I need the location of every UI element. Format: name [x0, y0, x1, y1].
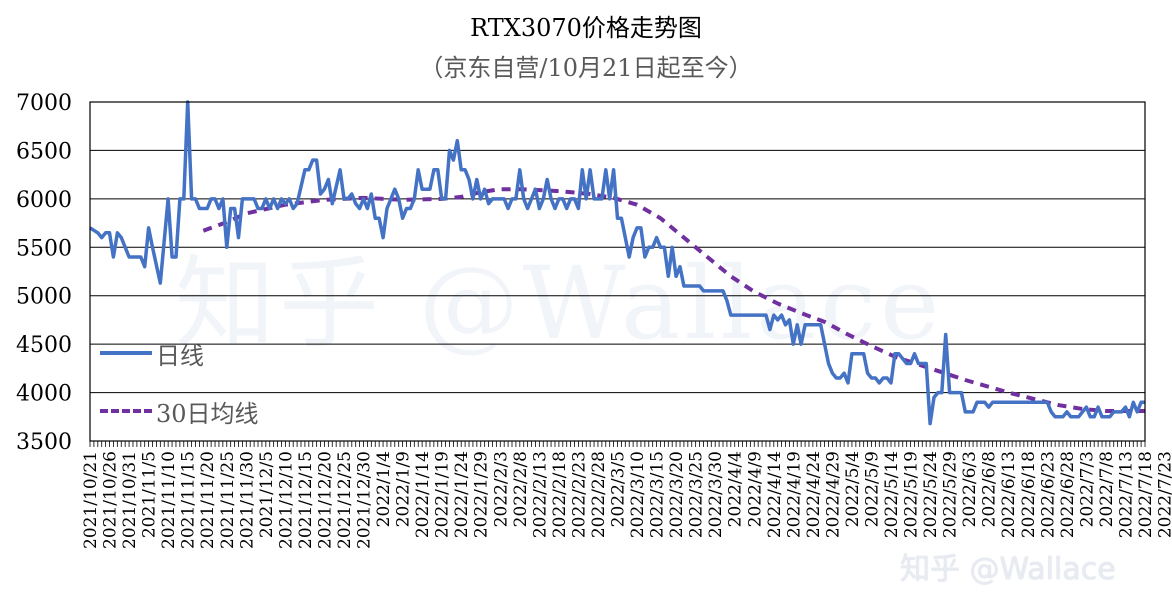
x-tick-label: 2022/2/3: [491, 451, 511, 527]
axes: [89, 101, 1146, 447]
x-tick-label: 2022/7/3: [1077, 451, 1097, 527]
x-tick-label: 2021/12/15: [296, 451, 316, 549]
chart-title: RTX3070价格走势图: [470, 14, 702, 42]
series-line-daily: [89, 100, 1145, 426]
x-tick-label: 2021/12/5: [257, 451, 277, 538]
zhihu-brand-watermark: 知乎 @Wallace: [900, 552, 1116, 587]
x-tick-label: 2022/3/5: [609, 451, 629, 527]
x-tick-label: 2022/3/10: [628, 451, 648, 538]
y-tick-label: 3500: [16, 430, 72, 455]
x-tick-label: 2022/4/14: [765, 451, 785, 538]
legend-label-daily: 日线: [156, 342, 204, 370]
x-tick-label: 2022/5/19: [902, 451, 922, 538]
x-tick-label: 2021/11/20: [198, 451, 218, 549]
x-tick-label: 2022/2/23: [569, 451, 589, 538]
y-tick-label: 7000: [16, 91, 72, 116]
x-tick-label: 2022/6/23: [1038, 451, 1058, 538]
x-tick-label: 2022/6/8: [980, 451, 1000, 527]
x-tick-label: 2022/3/25: [687, 451, 707, 538]
x-tick-label: 2022/3/30: [706, 451, 726, 538]
y-tick-label: 5500: [16, 236, 72, 261]
x-tick-label: 2022/1/19: [433, 451, 453, 538]
x-tick-label: 2021/10/31: [120, 451, 140, 549]
chart-subtitle: （京东自营/10月21日起至今）: [419, 54, 753, 82]
x-tick-label: 2022/1/29: [472, 451, 492, 538]
x-tick-label: 2022/7/18: [1136, 451, 1156, 538]
x-tick-label: 2021/12/30: [355, 451, 375, 549]
x-tick-label: 2022/5/29: [941, 451, 961, 538]
y-tick-label: 6500: [16, 139, 72, 164]
x-tick-label: 2022/4/29: [823, 451, 843, 538]
x-tick-label: 2021/10/26: [101, 451, 121, 549]
plot-border: [89, 101, 1146, 442]
x-tick-label: 2022/1/24: [452, 451, 472, 538]
x-tick-label: 2021/11/15: [179, 451, 199, 549]
x-tick-label: 2022/3/15: [648, 451, 668, 538]
series-line-ma30: [202, 187, 1145, 413]
x-tick-label: 2022/7/8: [1097, 451, 1117, 527]
x-tick-label: 2021/12/10: [276, 451, 296, 549]
x-tick-label: 2022/5/4: [843, 451, 863, 527]
x-tick-label: 2021/11/5: [140, 451, 160, 538]
x-tick-label: 2022/4/24: [804, 451, 824, 538]
x-tick-label: 2022/1/14: [413, 451, 433, 538]
y-tick-label: 4000: [16, 382, 72, 407]
x-tick-label: 2021/11/25: [218, 451, 238, 549]
x-tick-label: 2022/5/24: [921, 451, 941, 538]
y-tick-label: 5000: [16, 285, 72, 310]
y-tick-label: 6000: [16, 188, 72, 213]
x-tick-label: 2022/2/8: [511, 451, 531, 527]
x-tick-label: 2022/1/9: [394, 451, 414, 527]
gridlines: [90, 101, 1145, 394]
x-tick-label: 2021/12/20: [315, 451, 335, 549]
x-tick-label: 2022/6/13: [999, 451, 1019, 538]
x-tick-label: 2022/4/9: [745, 451, 765, 527]
x-tick-label: 2021/10/21: [81, 451, 101, 549]
x-tick-label: 2021/12/25: [335, 451, 355, 549]
x-tick-label: 2021/11/10: [159, 451, 179, 549]
x-tick-label: 2022/5/14: [882, 451, 902, 538]
x-tick-label: 2022/4/19: [784, 451, 804, 538]
x-tick-labels: 2021/10/21 2021/10/26 2021/10/31 2021/11/5 2…: [81, 451, 1172, 549]
x-tick-label: 2022/5/9: [863, 451, 883, 527]
legend-swatch-ma30: [100, 409, 152, 413]
legend-swatch-daily: [100, 351, 152, 355]
x-tick-label: 2022/1/4: [374, 451, 394, 527]
series-layer: [89, 100, 1145, 426]
x-tick-label: 2022/3/20: [667, 451, 687, 538]
x-tick-label: 2021/11/30: [237, 451, 257, 549]
x-axis-minor-ticks: [89, 441, 1146, 447]
x-tick-label: 2022/2/18: [550, 451, 570, 538]
x-tick-label: 2022/7/13: [1117, 451, 1137, 538]
y-tick-label: 4500: [16, 333, 72, 358]
x-tick-label: 2022/6/3: [960, 451, 980, 527]
x-tick-label: 2022/7/23: [1156, 451, 1172, 538]
x-tick-label: 2022/6/28: [1058, 451, 1078, 538]
watermark-text: 知乎 @Wallace: [175, 245, 944, 362]
y-tick-labels: 7000 6500 6000 5500 5000 4500 4000 3500: [16, 91, 72, 455]
x-tick-label: 2022/4/4: [726, 451, 746, 527]
x-tick-label: 2022/2/13: [530, 451, 550, 538]
legend-label-ma30: 30日均线: [156, 400, 259, 428]
x-tick-label: 2022/2/28: [589, 451, 609, 538]
x-tick-label: 2022/6/18: [1019, 451, 1039, 538]
